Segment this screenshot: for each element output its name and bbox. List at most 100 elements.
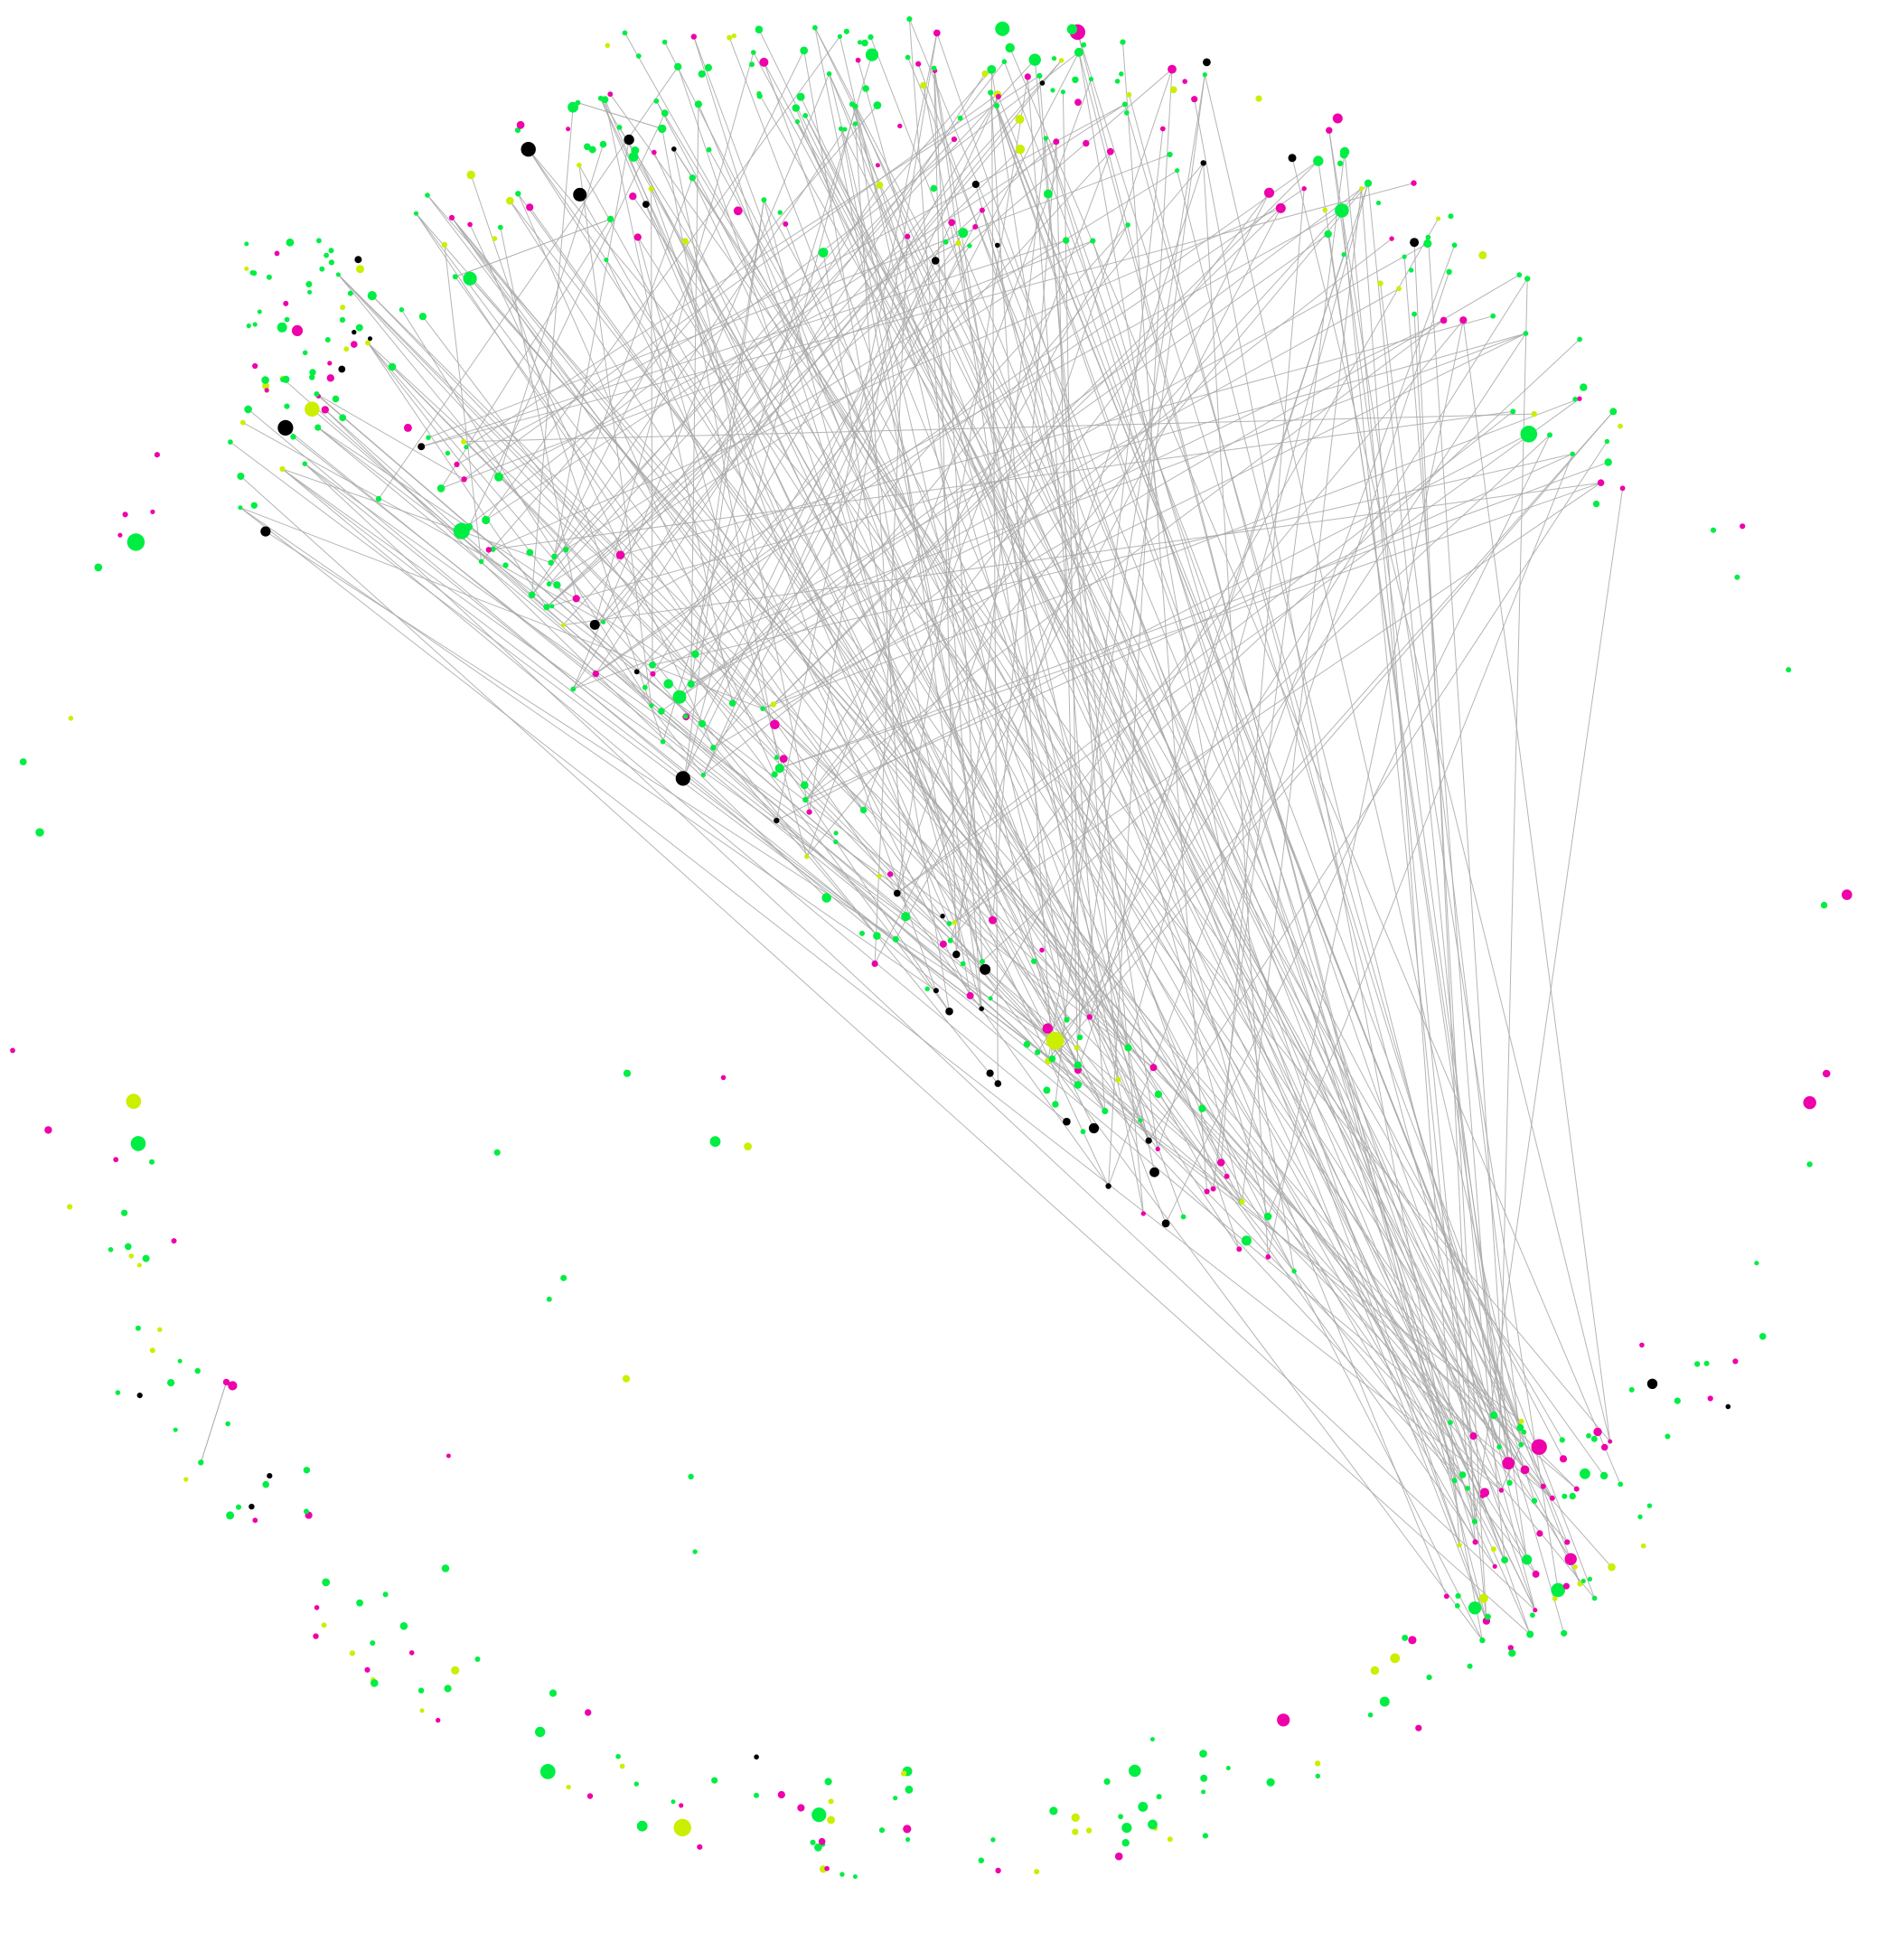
graph-node-green xyxy=(1458,1471,1467,1478)
graph-node-green xyxy=(546,1296,552,1302)
graph-node-green xyxy=(284,316,290,323)
graph-node-green xyxy=(1402,1634,1409,1641)
graph-edge xyxy=(1055,128,1164,1105)
graph-edge xyxy=(400,309,652,707)
graph-node-green xyxy=(277,322,287,333)
graph-node-green xyxy=(958,228,969,239)
graph-node-green xyxy=(653,98,660,104)
graph-node-green xyxy=(252,322,258,327)
graph-edge xyxy=(896,398,1580,894)
graph-edge xyxy=(1177,170,1528,1561)
graph-node-green xyxy=(575,99,581,106)
graph-node-magenta xyxy=(585,1709,592,1716)
graph-node-green xyxy=(302,350,308,356)
graph-node-green xyxy=(1324,230,1332,239)
graph-edge xyxy=(239,507,1502,1491)
graph-node-green xyxy=(1090,238,1096,244)
graph-node-black xyxy=(260,526,271,537)
graph-node-green xyxy=(1138,1801,1149,1812)
graph-node-magenta xyxy=(446,1453,451,1459)
graph-node-green xyxy=(226,1511,235,1520)
graph-node-green xyxy=(370,1640,376,1647)
graph-edge xyxy=(693,36,1079,1071)
graph-node-green xyxy=(35,828,44,837)
graph-node-green xyxy=(1175,168,1180,174)
graph-node-green xyxy=(906,16,913,23)
graph-node-green xyxy=(463,271,477,286)
graph-node-magenta xyxy=(1469,1432,1477,1440)
graph-node-green xyxy=(1506,1479,1513,1487)
graph-edge xyxy=(440,240,1093,489)
graph-node-magenta xyxy=(572,595,580,603)
graph-node-magenta xyxy=(122,511,128,518)
graph-edge xyxy=(605,259,971,997)
graph-edge xyxy=(509,200,1474,1437)
graph-edge xyxy=(1108,244,1456,1187)
graph-node-magenta xyxy=(1498,1487,1505,1493)
graph-edge xyxy=(796,121,1496,1567)
graph-node-green xyxy=(1198,1104,1206,1112)
graph-node-green xyxy=(549,604,555,609)
graph-node-green xyxy=(1001,59,1008,64)
graph-edge xyxy=(469,277,1553,1499)
graph-node-green xyxy=(1201,1789,1206,1795)
graph-node-green xyxy=(1580,1578,1586,1584)
graph-node-green xyxy=(599,140,607,148)
nodes-layer xyxy=(10,16,1852,1880)
graph-node-black xyxy=(624,134,634,145)
graph-node-green xyxy=(674,62,682,71)
graph-edge xyxy=(803,224,1129,786)
graph-node-green xyxy=(622,30,628,36)
graph-node-lime xyxy=(920,81,927,89)
graph-edge xyxy=(317,427,944,945)
graph-node-magenta xyxy=(117,532,123,538)
graph-node-lime xyxy=(128,1253,134,1259)
graph-node-green xyxy=(1465,1486,1470,1491)
graph-node-magenta xyxy=(1502,1457,1515,1470)
graph-node-green xyxy=(1577,336,1582,342)
graph-node-black xyxy=(354,256,362,264)
graph-node-green xyxy=(905,1785,914,1794)
graph-node-magenta xyxy=(1155,1146,1160,1152)
graph-edge xyxy=(990,92,1568,1543)
graph-node-magenta xyxy=(408,1650,415,1656)
graph-node-green xyxy=(1592,500,1600,508)
graph-edge xyxy=(528,148,1611,1442)
graph-node-green xyxy=(930,184,938,192)
graph-node-green xyxy=(995,21,1010,36)
graph-node-green xyxy=(417,1687,425,1694)
graph-node-black xyxy=(368,336,372,342)
graph-node-green xyxy=(1200,1774,1208,1782)
graph-node-green xyxy=(514,127,521,134)
graph-edge xyxy=(282,468,1523,1422)
graph-node-black xyxy=(994,1080,1002,1087)
graph-node-green xyxy=(452,274,458,280)
graph-node-green xyxy=(1454,1603,1460,1609)
graph-node-magenta xyxy=(448,214,455,221)
graph-node-green xyxy=(706,146,712,153)
graph-node-green xyxy=(1518,1441,1524,1448)
graph-node-black xyxy=(249,1504,255,1510)
graph-node-green xyxy=(497,224,503,230)
graph-node-green xyxy=(878,1827,886,1834)
graph-edge xyxy=(1076,32,1487,1622)
graph-edge xyxy=(464,94,999,480)
graph-edge xyxy=(896,76,1028,894)
graph-node-green xyxy=(1425,234,1431,240)
graph-edge xyxy=(690,319,1445,685)
graph-node-green xyxy=(1339,146,1350,157)
graph-node-green xyxy=(1074,47,1083,57)
graph-node-green xyxy=(774,764,784,774)
graph-node-green xyxy=(946,921,952,926)
graph-edge xyxy=(651,188,937,991)
graph-node-green xyxy=(683,714,689,719)
graph-node-green xyxy=(493,1149,501,1156)
graph-edge xyxy=(662,54,873,743)
graph-edge xyxy=(677,66,983,962)
graph-node-green xyxy=(436,484,446,493)
graph-node-green xyxy=(444,1684,452,1693)
graph-node-black xyxy=(1039,80,1046,86)
graph-node-lime xyxy=(492,236,498,241)
graph-node-magenta xyxy=(1472,1539,1478,1545)
graph-node-green xyxy=(194,1367,201,1375)
